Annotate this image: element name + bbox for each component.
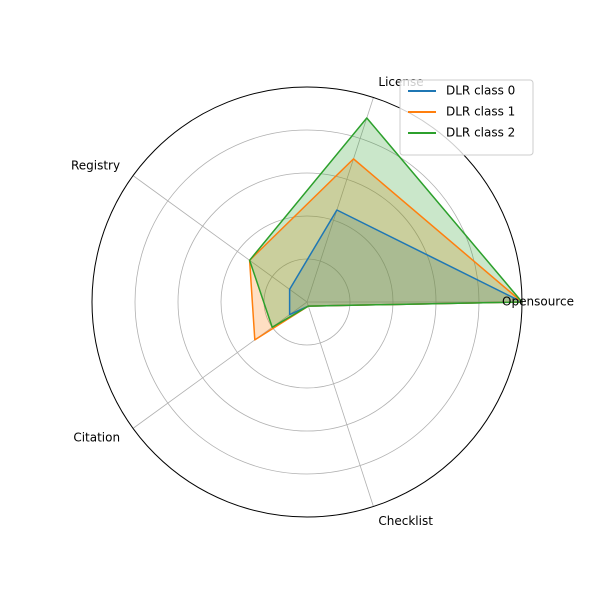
axis-label-registry: Registry	[71, 159, 120, 173]
grid-spoke-checklist	[306, 301, 374, 507]
legend-label-0: DLR class 0	[446, 84, 515, 98]
radar-series	[248, 117, 523, 341]
grid-spoke-license	[306, 97, 374, 303]
legend-label-1: DLR class 1	[446, 105, 515, 119]
axis-label-checklist: Checklist	[378, 514, 433, 528]
axis-label-opensource: Opensource	[502, 295, 574, 309]
series-0-area	[289, 209, 522, 315]
legend: DLR class 0 DLR class 1 DLR class 2	[399, 79, 534, 156]
radar-outer-frame	[91, 86, 523, 518]
legend-box	[399, 79, 534, 156]
series-2-line	[248, 117, 523, 329]
legend-label-2: DLR class 2	[446, 126, 515, 140]
series-1-area	[249, 158, 522, 340]
series-2-area	[249, 117, 522, 328]
grid-spoke-registry	[132, 175, 308, 303]
axis-label-citation: Citation	[73, 430, 120, 444]
